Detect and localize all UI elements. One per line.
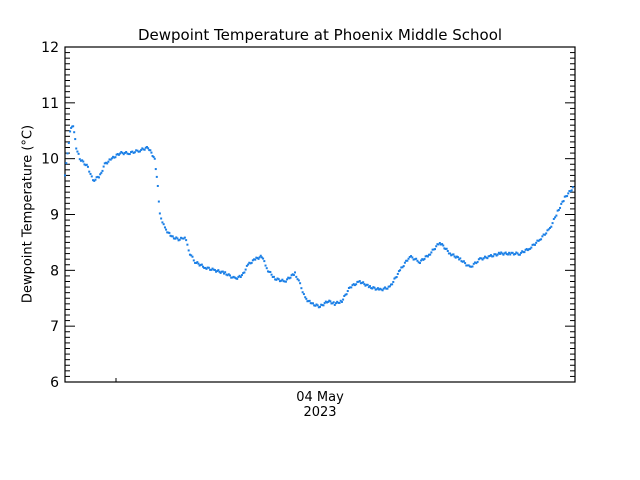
svg-text:7: 7 [50, 319, 59, 335]
chart-title: Dewpoint Temperature at Phoenix Middle S… [137, 26, 503, 44]
x-axis-label: 04 May 2023 [296, 390, 344, 420]
axis-ticks [65, 46, 575, 383]
svg-text:6: 6 [50, 375, 59, 391]
svg-text:9: 9 [50, 208, 59, 224]
data-points [64, 125, 574, 309]
svg-text:11: 11 [41, 96, 59, 112]
y-tick-labels: 6 7 8 9 10 11 12 [41, 40, 59, 391]
svg-text:10: 10 [41, 152, 59, 168]
plot-frame [64, 46, 576, 383]
svg-text:12: 12 [41, 40, 59, 56]
x-axis-year: 2023 [303, 405, 337, 420]
x-axis-date: 04 May [296, 390, 344, 405]
svg-text:8: 8 [50, 263, 59, 279]
